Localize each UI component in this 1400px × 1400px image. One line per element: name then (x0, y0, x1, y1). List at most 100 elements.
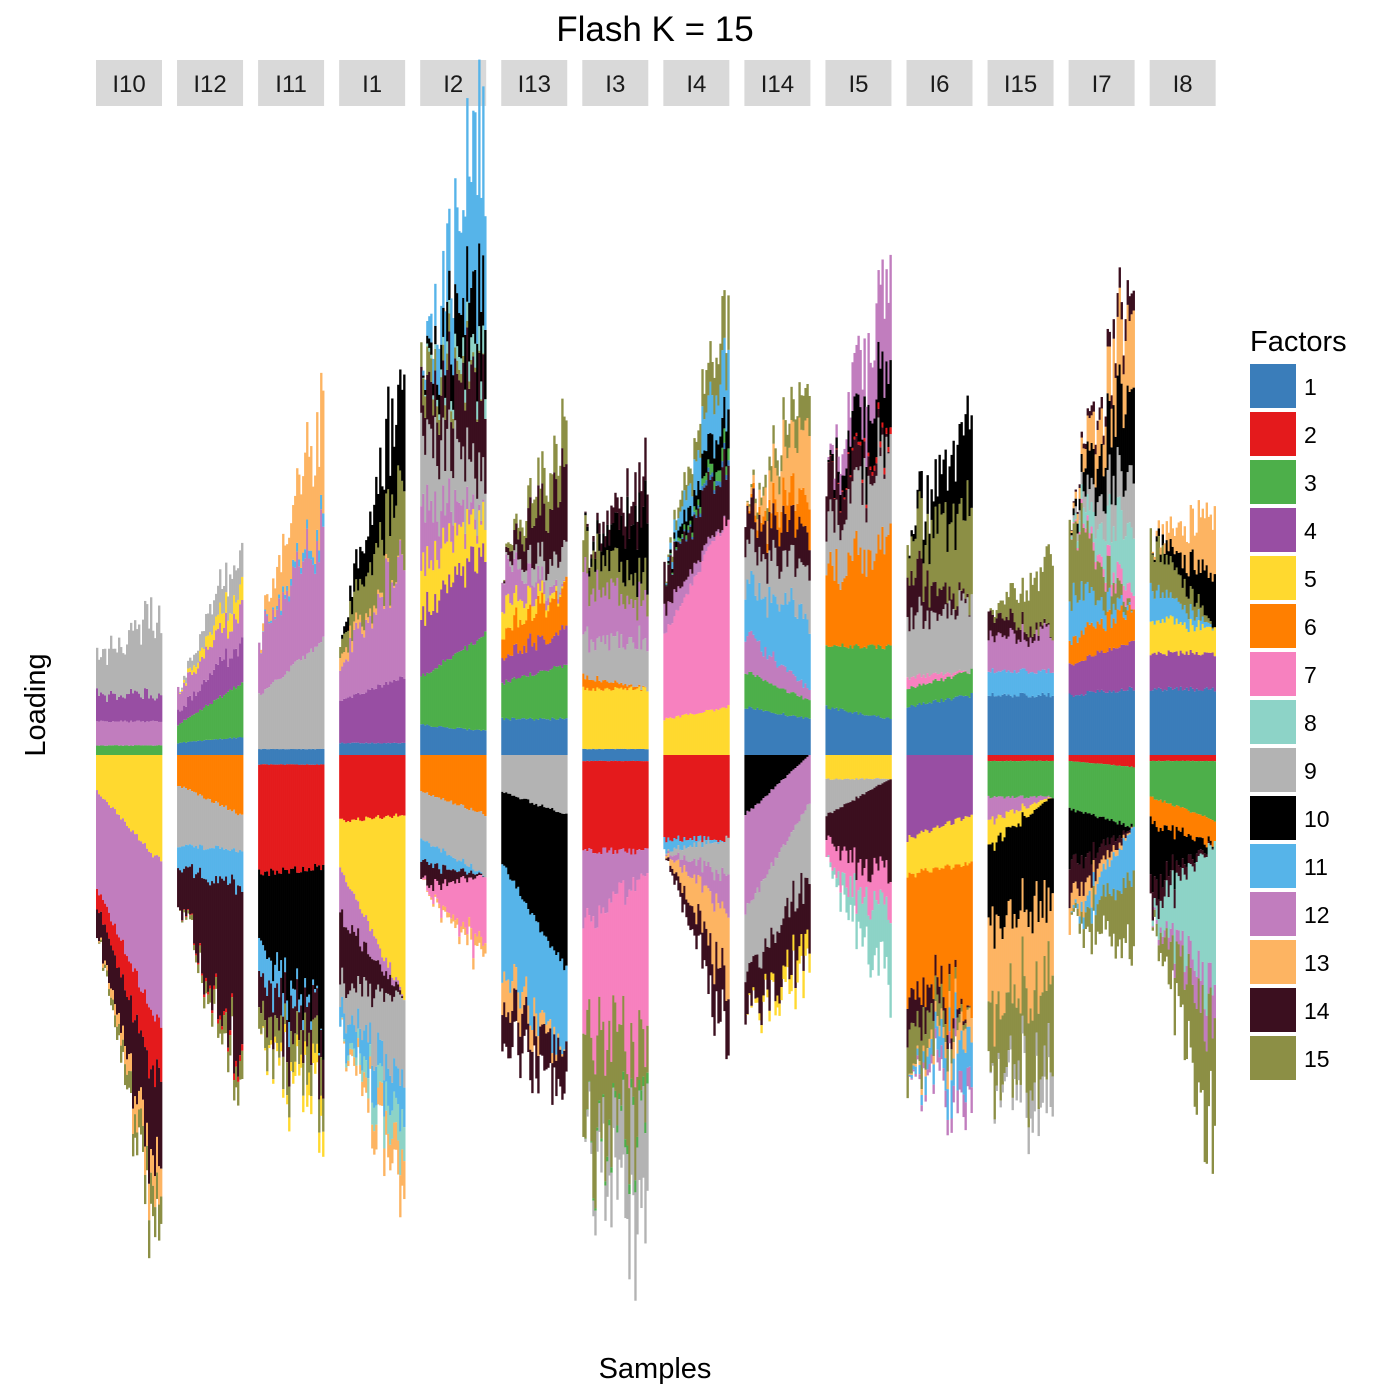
bar-segment-factor-12 (365, 915, 368, 943)
bar-segment-factor-4 (434, 594, 437, 669)
bar-segment-factor-11 (687, 840, 690, 848)
bar-segment-factor-9 (772, 866, 775, 935)
bar-segment-factor-2 (110, 921, 113, 946)
bar-segment-factor-11 (442, 848, 445, 865)
bar-segment-factor-1 (258, 755, 261, 765)
bar-segment-factor-9 (800, 562, 803, 604)
bar-segment-factor-7 (691, 585, 694, 715)
bar-segment-factor-14 (110, 945, 113, 989)
bar-segment-factor-15 (156, 1172, 159, 1199)
bar-segment-factor-12 (420, 506, 423, 571)
bar-segment-factor-1 (462, 728, 465, 755)
bar-segment-factor-12 (928, 1063, 931, 1073)
bar-segment-factor-14 (602, 521, 605, 534)
bar-segment-factor-5 (693, 714, 696, 755)
bar-segment-factor-14 (936, 977, 939, 995)
bar-segment-factor-11 (503, 865, 506, 972)
bar-segment-factor-5 (525, 603, 528, 621)
bar-segment-factor-3 (829, 646, 832, 710)
bar-segment-factor-4 (156, 698, 159, 722)
bar-segment-factor-4 (432, 610, 435, 671)
bar-segment-factor-11 (671, 841, 674, 852)
bar-segment-factor-13 (122, 1025, 125, 1040)
bar-segment-factor-10 (752, 755, 755, 809)
bar-segment-factor-8 (355, 1057, 358, 1066)
bar-segment-factor-9 (294, 661, 297, 750)
bar-segment-factor-14 (942, 997, 945, 1011)
bar-segment-factor-14 (908, 997, 911, 1030)
bar-segment-factor-15 (598, 550, 601, 590)
bar-segment-factor-9 (944, 604, 947, 674)
bar-segment-factor-14 (98, 913, 101, 942)
bar-segment-factor-14 (444, 865, 447, 880)
bar-segment-factor-12 (454, 489, 457, 523)
bar-segment-factor-11 (952, 1058, 955, 1086)
bar-segment-factor-9 (535, 563, 538, 583)
bar-segment-factor-12 (359, 622, 362, 695)
bar-segment-factor-15 (610, 550, 613, 579)
bar-segment-factor-12 (926, 1069, 929, 1076)
bar-segment-factor-12 (762, 798, 765, 880)
bar-segment-factor-15 (707, 362, 710, 396)
bar-segment-factor-12 (367, 622, 370, 690)
bar-segment-factor-4 (377, 684, 380, 743)
bar-segment-factor-5 (369, 817, 372, 932)
bar-segment-factor-10 (422, 375, 425, 378)
bar-segment-factor-14 (827, 462, 830, 512)
bar-segment-factor-9 (638, 625, 641, 685)
bar-segment-factor-13 (349, 625, 352, 638)
bar-segment-factor-14 (952, 593, 955, 609)
bar-segment-factor-14 (282, 1016, 285, 1057)
bar-segment-factor-2 (357, 755, 360, 818)
bar-segment-factor-3 (138, 745, 141, 755)
bar-segment-factor-5 (788, 979, 791, 994)
bar-segment-factor-3 (636, 1136, 639, 1148)
bar-segment-factor-14 (786, 897, 789, 950)
bar-segment-factor-1 (310, 749, 313, 755)
bar-segment-factor-14 (450, 870, 453, 883)
bar-segment-factor-10 (389, 475, 392, 536)
bar-segment-factor-11 (954, 992, 957, 1019)
bar-segment-factor-9 (669, 851, 672, 856)
bar-segment-factor-3 (507, 681, 510, 720)
bar-segment-factor-4 (958, 755, 961, 818)
bar-segment-factor-13 (762, 495, 765, 517)
bar-segment-factor-5 (703, 712, 706, 755)
bar-segment-factor-12 (422, 493, 425, 553)
bar-segment-factor-12 (774, 786, 777, 858)
bar-segment-factor-9 (715, 842, 718, 870)
bar-segment-factor-7 (452, 881, 455, 915)
bar-segment-factor-1 (703, 483, 706, 488)
bar-segment-factor-12 (355, 622, 358, 694)
bar-segment-factor-9 (859, 466, 862, 548)
bar-segment-factor-1 (391, 743, 394, 755)
bar-segment-factor-14 (590, 554, 593, 559)
bar-segment-factor-14 (156, 1059, 159, 1137)
bar-segment-factor-12 (754, 638, 757, 677)
bar-segment-factor-6 (438, 755, 441, 798)
bar-segment-factor-1 (213, 739, 216, 755)
bar-segment-factor-14 (646, 494, 649, 524)
bar-segment-factor-15 (592, 550, 595, 589)
bar-segment-factor-12 (154, 721, 157, 746)
bar-segment-factor-4 (387, 684, 390, 743)
bar-segment-factor-12 (343, 875, 346, 928)
bar-segment-factor-10 (349, 585, 352, 602)
bar-segment-factor-3 (525, 676, 528, 720)
bar-segment-factor-5 (420, 570, 423, 620)
bar-segment-factor-3 (914, 688, 917, 707)
bar-segment-factor-14 (120, 977, 123, 1033)
bar-segment-factor-12 (721, 530, 724, 533)
bar-segment-factor-6 (543, 603, 546, 640)
bar-segment-factor-11 (379, 1039, 382, 1064)
bar-segment-factor-11 (705, 840, 708, 845)
bar-segment-factor-11 (290, 980, 293, 996)
bar-segment-factor-12 (381, 957, 384, 972)
bar-segment-factor-12 (772, 789, 775, 867)
bar-segment-factor-6 (616, 682, 619, 688)
bar-segment-factor-9 (211, 802, 214, 849)
bar-segment-factor-12 (918, 1074, 921, 1080)
bar-segment-factor-12 (126, 721, 129, 746)
bar-segment-factor-15 (375, 543, 378, 609)
bar-segment-factor-5 (796, 960, 799, 983)
